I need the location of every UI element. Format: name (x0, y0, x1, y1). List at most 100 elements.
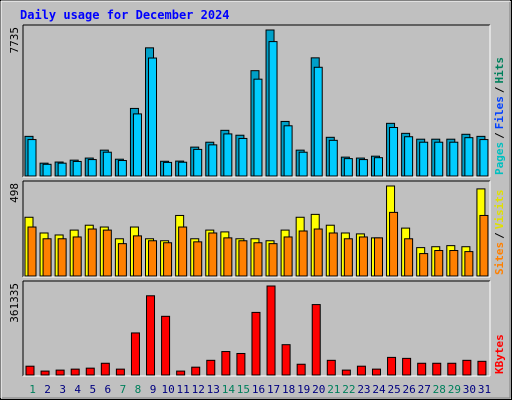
bar (117, 243, 127, 277)
bar (341, 369, 351, 376)
bar (208, 232, 218, 277)
bar (389, 211, 399, 277)
x-tick-label: 3 (59, 383, 66, 396)
legend-separator: / (493, 232, 506, 239)
x-tick-label: 27 (418, 383, 431, 396)
legend-item: Pages (493, 142, 506, 175)
bar (251, 311, 261, 376)
legend-item: Hits (493, 57, 506, 84)
bar (191, 366, 201, 376)
x-tick-label: 23 (357, 383, 370, 396)
x-tick-label: 10 (161, 383, 174, 396)
bar (193, 148, 203, 177)
x-tick-label: 26 (403, 383, 416, 396)
bar (206, 359, 216, 376)
bar (57, 238, 67, 277)
bar (87, 228, 97, 277)
bar (462, 359, 472, 376)
bar (479, 139, 489, 177)
bar (356, 365, 366, 376)
bar (281, 344, 291, 376)
x-tick-label: 24 (372, 383, 386, 396)
legend: KBytes (493, 334, 506, 374)
bar (236, 352, 246, 376)
x-tick-label: 30 (463, 383, 476, 396)
x-tick-label: 20 (312, 383, 325, 396)
bar (223, 237, 233, 277)
x-tick-label: 29 (448, 383, 461, 396)
bar (313, 66, 323, 177)
x-tick-label: 7 (120, 383, 127, 396)
bar (178, 161, 188, 177)
x-tick-label: 12 (192, 383, 205, 396)
x-tick-label: 9 (150, 383, 157, 396)
bar (117, 160, 127, 177)
x-tick-label: 2 (44, 383, 51, 396)
bar (253, 78, 263, 177)
bar (27, 226, 37, 277)
bar (176, 370, 186, 376)
bar (311, 304, 321, 376)
bar (55, 369, 65, 376)
legend-separator: / (493, 86, 506, 93)
bar (298, 151, 308, 177)
y-max-label: 7735 (8, 27, 21, 54)
bar (100, 362, 110, 376)
bar (417, 362, 427, 376)
bar (102, 151, 112, 177)
bar (163, 242, 173, 277)
bar (178, 226, 188, 277)
bar (238, 137, 248, 177)
x-tick-label: 5 (89, 383, 96, 396)
x-tick-label: 13 (207, 383, 220, 396)
x-tick-label: 28 (433, 383, 446, 396)
bar (253, 242, 263, 277)
bar (477, 360, 487, 376)
bar (313, 228, 323, 277)
bar (373, 237, 383, 277)
x-tick-label: 11 (177, 383, 190, 396)
bar (343, 238, 353, 277)
bar (70, 368, 80, 376)
bar (283, 125, 293, 177)
bar (358, 159, 368, 177)
bar (434, 141, 444, 177)
legend: Pages / Files / Hits (493, 57, 506, 175)
x-tick-label: 15 (237, 383, 250, 396)
bar (42, 238, 52, 277)
bar (434, 250, 444, 277)
y-max-label: 498 (8, 183, 21, 203)
x-tick-label: 31 (478, 383, 491, 396)
bar (132, 235, 142, 277)
bar (102, 229, 112, 277)
bar (283, 236, 293, 277)
bar (326, 359, 336, 376)
bar (266, 285, 276, 376)
x-tick-label: 6 (105, 383, 112, 396)
bar (328, 232, 338, 277)
bar (449, 141, 459, 177)
bar (464, 251, 474, 277)
bar (40, 370, 50, 376)
bar (404, 238, 414, 277)
bar (449, 250, 459, 277)
bar (419, 141, 429, 177)
bar (296, 363, 306, 376)
x-tick-label: 8 (135, 383, 142, 396)
bar (432, 362, 442, 376)
bar (148, 57, 158, 177)
bar (389, 126, 399, 177)
bar (298, 230, 308, 277)
bar (25, 365, 35, 376)
legend-item: Visits (493, 190, 506, 230)
bar (161, 315, 171, 376)
legend: Sites / Visits (493, 190, 506, 276)
bar (57, 162, 67, 177)
bar (130, 332, 140, 376)
bar (148, 240, 158, 277)
x-tick-label: 25 (387, 383, 400, 396)
x-tick-label: 4 (74, 383, 81, 396)
bar (223, 133, 233, 177)
bar (146, 295, 156, 376)
